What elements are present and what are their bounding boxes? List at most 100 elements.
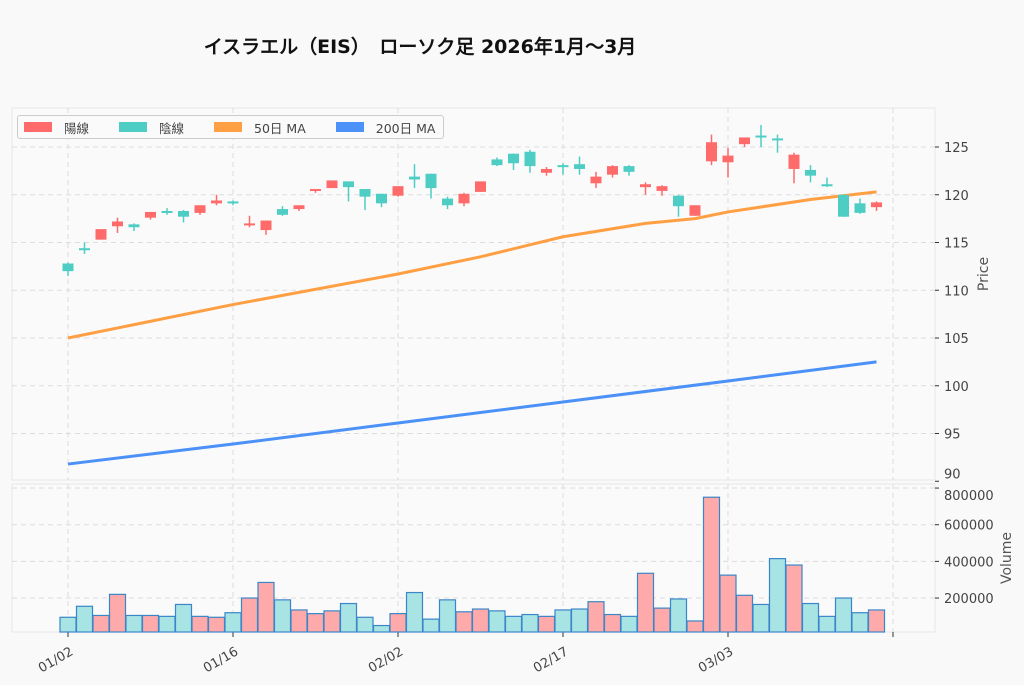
candle: [475, 181, 486, 192]
candle: [79, 242, 90, 254]
candle-body: [656, 186, 668, 191]
volume-bar: [521, 613, 539, 633]
volume-bar: [785, 564, 803, 633]
candle-body: [706, 142, 717, 162]
candle-body: [194, 205, 206, 213]
price-tick-label: 90: [944, 467, 961, 482]
candle-body: [640, 184, 651, 188]
volume-bar: [702, 496, 721, 633]
candle: [590, 171, 602, 189]
candle-body: [673, 195, 684, 207]
candle-body: [310, 189, 321, 192]
candle: [178, 210, 189, 223]
candle-body: [805, 169, 816, 176]
volume-bar: [636, 572, 655, 633]
volume-bar: [801, 602, 820, 633]
volume-bar: [141, 614, 160, 633]
candle: [541, 167, 552, 176]
candle: [854, 198, 866, 214]
candle: [574, 156, 585, 175]
legend-item-down: 陰線: [119, 118, 184, 137]
volume-bar: [389, 613, 407, 633]
candle: [491, 157, 503, 167]
volume-bar: [257, 581, 275, 633]
candle: [112, 217, 123, 233]
price-tick-label: 100: [944, 380, 969, 395]
legend-swatch-ma50: [214, 122, 243, 132]
candle-body: [343, 181, 354, 188]
candle: [623, 165, 635, 176]
candle: [244, 215, 255, 228]
candle: [656, 185, 668, 196]
candle: [722, 147, 734, 178]
price-tick-label: 105: [944, 332, 969, 347]
candle-body: [821, 184, 833, 187]
legend-item-up: 陽線: [24, 118, 89, 137]
volume-bar: [59, 616, 77, 633]
volume-bar: [653, 607, 671, 633]
candle-body: [227, 201, 239, 204]
candle-body: [376, 193, 387, 204]
volume-bar: [174, 603, 193, 633]
candle-body: [871, 202, 882, 208]
candle: [838, 194, 849, 217]
volume-bar: [75, 605, 94, 633]
volume-bar: [620, 615, 638, 633]
volume-bar: [372, 624, 391, 633]
volume-bar: [587, 601, 605, 633]
candle-body: [541, 168, 552, 173]
volume-bar: [125, 614, 143, 633]
volume-bar: [240, 597, 259, 633]
volume-bar: [818, 615, 836, 633]
volume-bar: [471, 608, 490, 633]
candle-body: [62, 263, 74, 272]
candle: [343, 181, 354, 202]
candle: [739, 137, 750, 147]
legend-swatch-up: [24, 122, 52, 132]
volume-bar: [207, 616, 226, 633]
candle-body: [442, 198, 453, 206]
volume-bar: [554, 609, 572, 633]
candle-body: [788, 154, 800, 169]
volume-bar: [867, 609, 886, 633]
volume-tick-label: 400000: [944, 555, 994, 570]
candle: [442, 196, 453, 210]
candle: [392, 186, 404, 197]
candle: [524, 149, 536, 173]
candle-body: [145, 211, 156, 218]
legend-item-ma200: 200日 MA: [335, 118, 435, 137]
volume-tick-label: 600000: [944, 519, 994, 534]
candle: [805, 165, 816, 183]
candle: [640, 182, 651, 195]
volume-bar: [504, 615, 523, 633]
candle: [310, 189, 321, 193]
price-tick-label: 125: [944, 141, 969, 156]
candle: [689, 205, 701, 216]
candle: [227, 200, 239, 206]
candle: [211, 194, 222, 206]
candle: [145, 211, 156, 220]
volume-bar: [356, 616, 374, 633]
candle-body: [244, 223, 255, 226]
candle: [871, 201, 882, 211]
price-tick-label: 110: [944, 284, 969, 299]
price-panel: [11, 107, 936, 481]
candle: [194, 205, 206, 215]
candle: [161, 208, 173, 215]
legend-label-down: 陰線: [159, 120, 185, 136]
candle-body: [475, 181, 486, 192]
x-tick-label: 01/16: [201, 644, 241, 676]
volume-bar: [603, 613, 622, 633]
x-tick-label: 03/03: [696, 644, 736, 676]
candle-body: [689, 205, 701, 216]
candle-body: [854, 203, 866, 213]
volume-bar: [438, 599, 457, 633]
price-tick-label: 120: [944, 189, 969, 204]
candle-body: [425, 173, 437, 189]
candle: [376, 193, 387, 208]
candle: [755, 125, 767, 147]
candle: [508, 153, 519, 170]
volume-bar: [405, 591, 424, 633]
volume-bar: [455, 611, 473, 633]
